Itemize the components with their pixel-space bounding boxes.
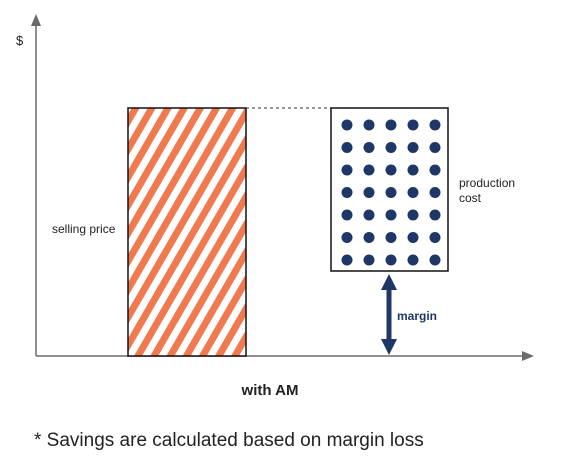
cost-dot xyxy=(385,142,397,153)
arrow-up-icon xyxy=(31,14,41,26)
cost-dot xyxy=(341,232,353,243)
y-axis-label: $ xyxy=(16,33,24,48)
cost-dot xyxy=(407,164,419,176)
production-cost-label-line1: production xyxy=(459,176,515,190)
x-axis xyxy=(36,351,534,361)
cost-dot xyxy=(407,142,419,153)
cost-dot xyxy=(429,232,441,243)
cost-dot xyxy=(363,232,375,243)
cost-dot xyxy=(341,119,353,131)
production-cost-label-line2: cost xyxy=(459,191,482,205)
cost-dot xyxy=(385,187,397,198)
margin-label: margin xyxy=(397,309,437,323)
cost-dot xyxy=(385,254,397,266)
y-axis xyxy=(31,14,41,356)
diagram-caption: with AM xyxy=(241,382,299,399)
double-arrow-vertical-icon xyxy=(381,274,397,355)
cost-dot xyxy=(363,164,375,176)
cost-dot xyxy=(429,209,441,221)
cost-dot xyxy=(341,254,353,266)
footnote: * Savings are calculated based on margin… xyxy=(34,430,424,451)
cost-dot xyxy=(341,187,353,198)
cost-dot xyxy=(429,187,441,198)
arrow-right-icon xyxy=(522,351,534,361)
cost-dot xyxy=(363,187,375,198)
cost-dot xyxy=(363,142,375,153)
cost-dot xyxy=(407,119,419,131)
cost-dot xyxy=(341,164,353,176)
cost-dot xyxy=(385,164,397,176)
selling-price-label: selling price xyxy=(52,222,116,236)
cost-dot xyxy=(429,164,441,176)
cost-dot xyxy=(341,209,353,221)
cost-dot xyxy=(407,209,419,221)
cost-dot xyxy=(363,254,375,266)
selling-price-bar xyxy=(127,107,247,357)
cost-dot xyxy=(385,232,397,243)
cost-dot xyxy=(385,119,397,131)
cost-dot xyxy=(363,209,375,221)
production-cost-dots xyxy=(341,119,441,266)
cost-dot xyxy=(407,254,419,266)
cost-dot xyxy=(407,187,419,198)
cost-dot xyxy=(363,119,375,131)
cost-dot xyxy=(429,119,441,131)
cost-dot xyxy=(429,142,441,153)
production-cost-label: production cost xyxy=(459,176,518,205)
cost-dot xyxy=(341,142,353,153)
cost-dot xyxy=(429,254,441,266)
cost-dot xyxy=(385,209,397,221)
cost-dot xyxy=(407,232,419,243)
